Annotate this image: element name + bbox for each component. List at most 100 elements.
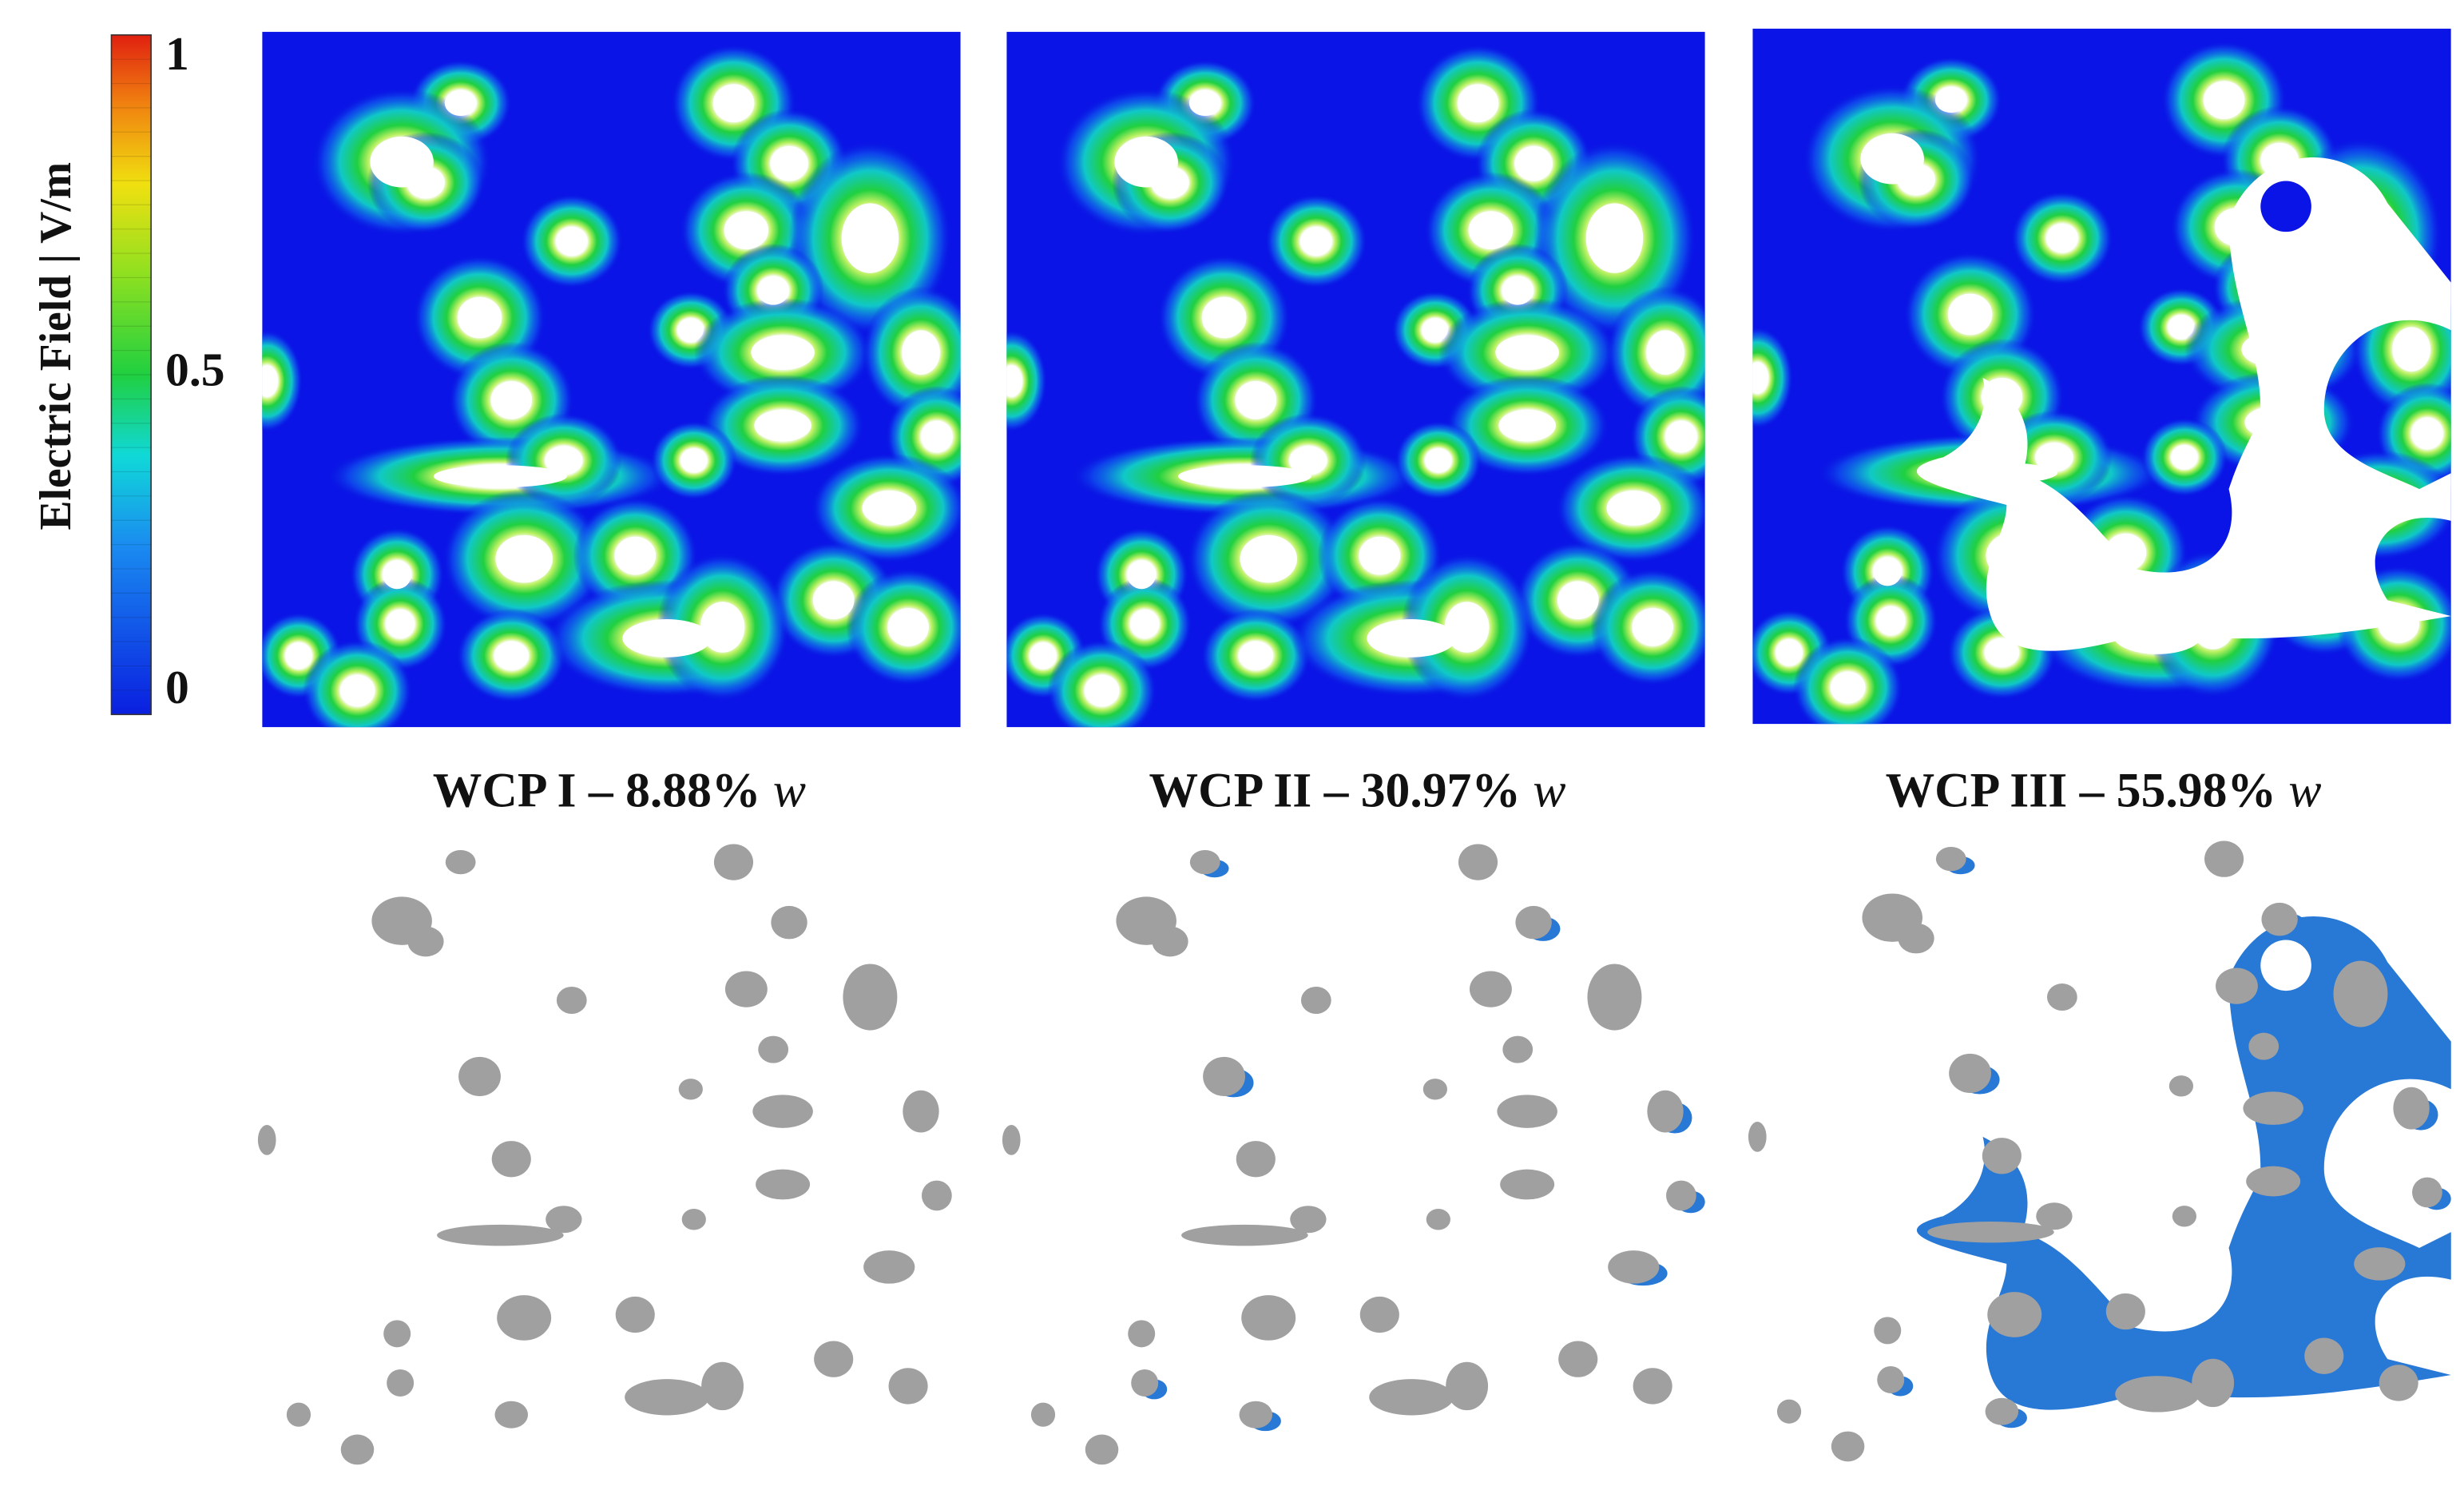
particle [387,1369,415,1397]
colorbar [110,34,152,716]
colorbar-tick-label: 1 [165,27,189,80]
particle [2204,840,2244,877]
particle [1085,1434,1119,1465]
panels: WCP I – 8.88% w WCP II – 30.97% w WCP III … [257,28,2451,1465]
particle [2261,902,2298,936]
particle [383,560,412,590]
particle [1984,638,2020,667]
particle [2243,1091,2303,1125]
void [2260,940,2311,991]
caption-text: WCP I – 8.88% [433,764,761,818]
particle [1502,1035,1534,1063]
particle [771,905,807,940]
particle [1458,844,1498,880]
particle [2168,316,2194,339]
particle [1587,964,1642,1031]
percolated-region [1916,157,2451,651]
particle [2411,417,2443,450]
particle [1177,465,1311,488]
particle [1446,1361,1489,1411]
particle [888,1368,928,1405]
particle [614,536,657,575]
phase-map [257,844,952,1465]
colorbar-tick-label: 0.5 [165,344,225,396]
particle [2045,224,2078,252]
particle [1515,905,1552,940]
particle [1422,319,1448,342]
particle [680,449,707,472]
particle [1752,362,1768,394]
particle [494,1401,529,1428]
particle [1949,1053,1992,1093]
caption-italic: w [1533,764,1565,818]
particle [902,330,940,376]
particle [1500,1169,1555,1200]
particle [2246,1166,2301,1197]
field-content [1006,31,1705,728]
particle [1632,608,1673,646]
particle [1444,602,1490,653]
particle [491,1141,531,1178]
particle [701,1361,744,1411]
panel-caption: WCP II – 30.97% w [1149,764,1566,818]
particle [1236,1141,1276,1178]
particle [1646,330,1684,376]
particle [700,602,745,653]
particle [1127,560,1157,590]
particle [2036,1202,2073,1230]
particle [1873,557,1903,586]
particle [1606,491,1661,526]
caption-italic: w [2288,764,2321,818]
particle [921,1180,952,1211]
particle [2333,960,2388,1027]
particle [433,465,567,488]
particle [1935,847,1966,872]
field-halo [1752,327,1793,429]
particle [1776,1399,1802,1424]
particle [457,296,502,339]
particle [1665,420,1697,453]
particle [1831,1431,1865,1462]
particle [1495,335,1559,371]
particle [340,1434,375,1465]
particle [286,642,311,669]
particle [1238,641,1274,670]
field-map [1752,28,2451,725]
particle [615,1296,655,1333]
particle [1152,926,1188,957]
particle [1502,276,1534,305]
particle [495,534,553,583]
particle [383,1320,411,1348]
field-map [262,31,961,728]
particle [445,850,476,875]
particle [862,491,917,526]
particle [758,1035,789,1063]
particle [2412,1177,2442,1208]
particle [386,610,415,638]
particle [407,926,444,957]
particle [494,641,530,670]
particle [2248,1032,2279,1060]
particle [544,446,583,475]
particle [1877,1365,1905,1393]
particle [1367,619,1456,658]
particle [1235,380,1277,419]
void [2260,181,2311,232]
particle [339,674,375,707]
particle [2393,1087,2430,1130]
particle [1897,163,1935,196]
particle [920,420,953,453]
particle [713,844,754,880]
particle [1201,296,1247,339]
particle [625,1379,709,1416]
particle [407,166,445,199]
particle [1748,1122,1767,1152]
particle [2172,1206,2196,1227]
particle [1290,1206,1327,1234]
particle [1189,850,1220,875]
particle [1985,1397,2019,1425]
particle [1987,1292,2042,1337]
particle [1181,1224,1308,1246]
particle [2379,1365,2418,1401]
